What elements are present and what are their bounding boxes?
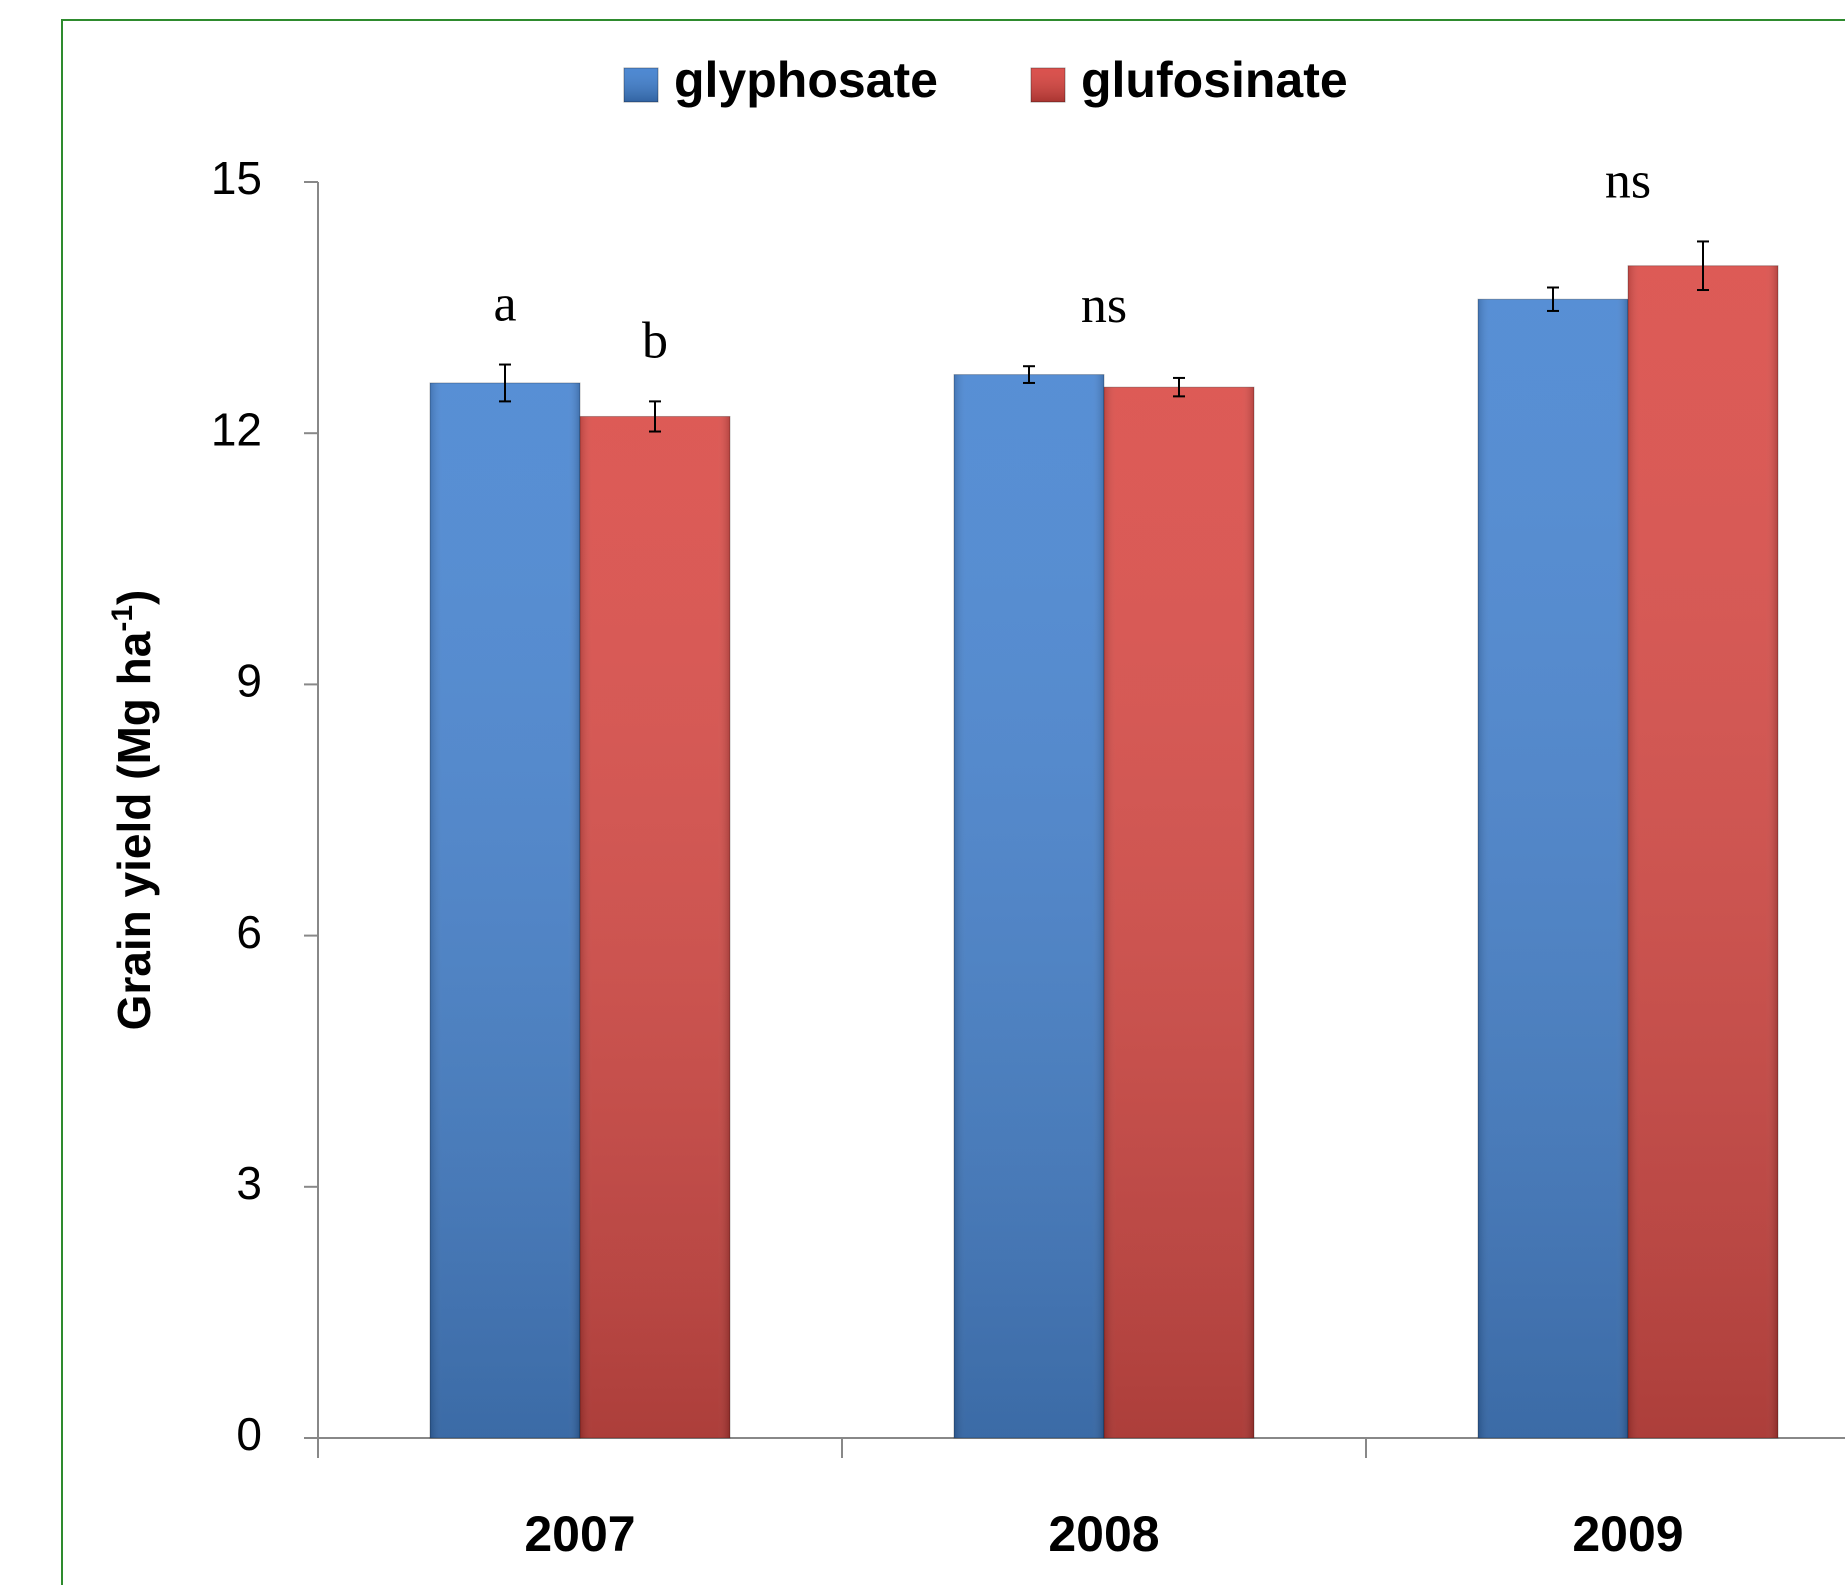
- x-tick-label: 2009: [1572, 1506, 1683, 1562]
- bar-edge: [1477, 298, 1629, 1439]
- error-bar: [1023, 365, 1035, 384]
- error-bar: [1697, 240, 1709, 292]
- legend-swatch-shade: [624, 68, 658, 102]
- annotation: b: [642, 312, 668, 369]
- annotation: ns: [1081, 277, 1127, 334]
- y-tick-label: 0: [236, 1408, 262, 1460]
- bar-edge: [579, 415, 731, 1439]
- y-tick-label: 3: [236, 1157, 262, 1209]
- error-bar: [1173, 376, 1185, 398]
- legend-label: glufosinate: [1081, 52, 1348, 108]
- error-bar: [649, 400, 661, 433]
- x-tick-label: 2008: [1048, 1506, 1159, 1562]
- y-tick-label: 12: [211, 403, 262, 455]
- y-label-end: ): [108, 590, 160, 605]
- y-tick-label: 15: [211, 152, 262, 204]
- legend-swatch-shade: [1031, 68, 1065, 102]
- bar-edge: [953, 374, 1105, 1439]
- y-tick-label: 9: [236, 655, 262, 707]
- bar-edge: [1103, 386, 1255, 1439]
- y-axis-label: Grain yield (Mg ha-1): [106, 590, 160, 1031]
- legend-label: glyphosate: [674, 52, 938, 108]
- error-bar: [499, 363, 511, 403]
- y-label-sup: -1: [106, 605, 139, 632]
- bar-edge: [429, 382, 581, 1439]
- error-bar: [1547, 286, 1559, 312]
- x-tick-label: 2007: [524, 1506, 635, 1562]
- bar-edge: [1627, 265, 1779, 1439]
- y-label-text: Grain yield (Mg ha: [108, 631, 160, 1030]
- y-tick-label: 6: [236, 906, 262, 958]
- frame: [61, 19, 1845, 1585]
- annotation: a: [493, 275, 516, 332]
- annotation: ns: [1605, 152, 1651, 209]
